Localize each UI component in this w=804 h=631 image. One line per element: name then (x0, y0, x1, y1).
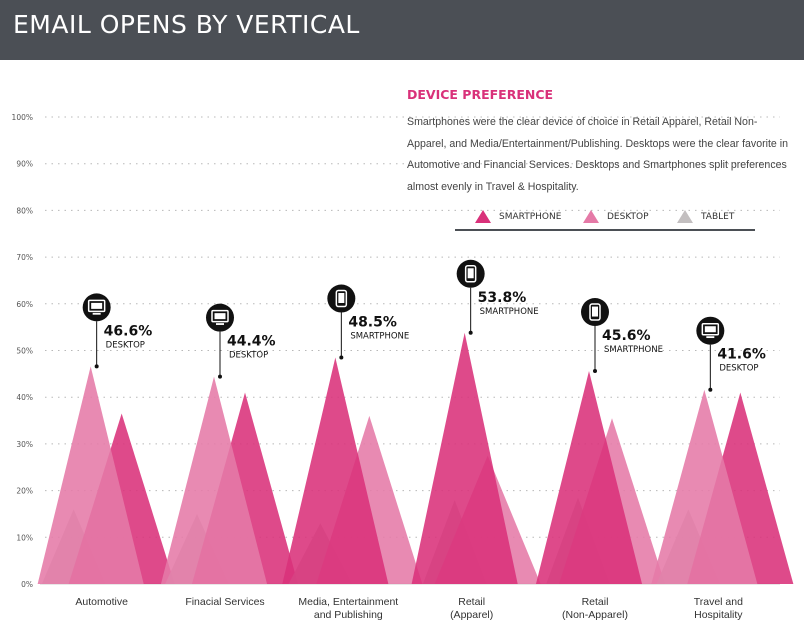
x-category-label: Automotive (75, 596, 128, 608)
y-tick-label: 20% (16, 487, 33, 496)
legend-swatch-smartphone (475, 210, 491, 223)
x-category-label: Media, Entertainment (298, 596, 398, 608)
callout-device: DESKTOP (229, 351, 268, 361)
area-peak-desktop (651, 389, 758, 584)
area-peak-smartphone (535, 371, 643, 584)
desktop-icon (696, 316, 725, 345)
device-preference-title: DEVICE PREFERENCE (407, 87, 554, 102)
y-tick-label: 60% (16, 300, 33, 309)
callout-dot (218, 374, 222, 379)
y-tick-label: 100% (12, 113, 33, 122)
smartphone-icon (327, 284, 356, 313)
callout-value: 46.6% (104, 323, 153, 339)
callout-device: SMARTPHONE (604, 345, 663, 355)
legend-item-tablet: TABLET (677, 210, 734, 223)
x-category-label: Finacial Services (185, 596, 264, 608)
callout-device: SMARTPHONE (350, 332, 409, 342)
x-category-label: Retail (458, 596, 485, 608)
x-category-label: (Non-Apparel) (562, 609, 628, 621)
area-peak-desktop (37, 366, 144, 584)
callout-dot (708, 387, 713, 392)
area-peak-smartphone (282, 357, 389, 584)
y-tick-label: 40% (16, 393, 33, 402)
y-tick-label: 80% (16, 206, 33, 215)
legend-swatch-desktop (583, 210, 599, 223)
y-tick-label: 0% (21, 580, 33, 589)
desktop-icon (82, 293, 111, 322)
callout-dot (94, 364, 99, 369)
callout-device: DESKTOP (719, 364, 758, 374)
y-tick-label: 90% (16, 160, 33, 169)
legend-label-tablet: TABLET (701, 211, 735, 222)
x-category-label: Retail (582, 596, 609, 608)
callout-value: 44.4% (227, 334, 276, 350)
smartphone-icon (581, 298, 609, 327)
page-title: EMAIL OPENS BY VERTICAL (13, 10, 360, 39)
desktop-icon (206, 303, 234, 332)
header-bar: EMAIL OPENS BY VERTICAL (0, 0, 804, 60)
y-tick-label: 30% (16, 440, 33, 449)
y-tick-label: 50% (16, 347, 33, 356)
area-peak-smartphone (411, 332, 518, 584)
callout-value: 45.6% (602, 328, 651, 344)
callout-dot (339, 355, 344, 360)
callout-device: SMARTPHONE (480, 307, 539, 317)
legend-label-smartphone: SMARTPHONE (499, 211, 562, 222)
y-tick-label: 70% (16, 253, 33, 262)
callout-value: 41.6% (717, 347, 766, 363)
callout-value: 53.8% (478, 290, 527, 306)
x-category-label: (Apparel) (450, 609, 493, 621)
legend-swatch-tablet (677, 210, 693, 223)
legend-item-desktop: DESKTOP (583, 210, 649, 223)
callout-device: DESKTOP (106, 340, 145, 350)
smartphone-icon (456, 259, 485, 288)
area-peak-desktop (160, 376, 268, 584)
callout-value: 48.5% (348, 315, 397, 331)
callout-dot (468, 330, 473, 335)
x-category-label: and Publishing (314, 609, 383, 621)
y-tick-label: 10% (16, 533, 33, 542)
x-category-label: Travel and (694, 596, 743, 608)
device-preference-text: Smartphones were the clear device of cho… (407, 116, 788, 193)
legend: SMARTPHONE DESKTOP TABLET (455, 205, 755, 231)
x-category-label: Hospitality (694, 609, 743, 621)
legend-item-smartphone: SMARTPHONE (475, 210, 561, 223)
callout-dot (593, 369, 597, 374)
legend-label-desktop: DESKTOP (607, 211, 649, 222)
